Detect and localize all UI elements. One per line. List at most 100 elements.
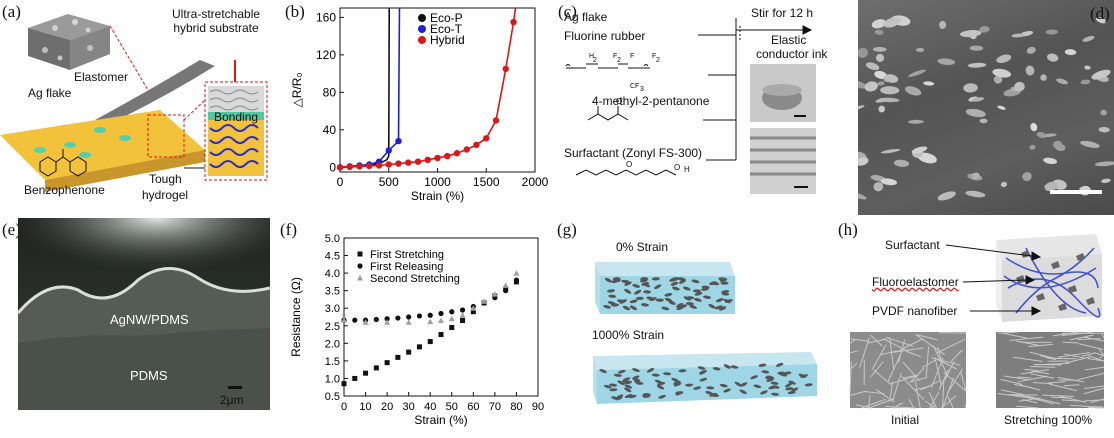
fiber — [1088, 407, 1104, 408]
data-point — [395, 315, 400, 320]
x-tick-label: 70 — [489, 401, 501, 413]
data-point — [438, 311, 443, 316]
micrograph-stretched — [996, 332, 1104, 408]
data-point — [427, 319, 433, 325]
y-tick-label: 2.5 — [325, 321, 340, 333]
data-point — [513, 270, 519, 276]
data-point — [395, 160, 401, 166]
ag-flake — [865, 61, 880, 72]
ag-flake — [965, 190, 986, 199]
ag-flake — [965, 107, 986, 118]
x-tick-label: 60 — [467, 401, 479, 413]
ag-flake — [968, 62, 987, 68]
ag-flake — [908, 120, 924, 124]
data-point — [352, 376, 357, 381]
strain-blocks — [555, 218, 845, 433]
x-tick-label: 500 — [379, 175, 399, 189]
ag-flake — [864, 80, 879, 93]
ag-flake — [1101, 178, 1111, 184]
svg-text:2: 2 — [656, 57, 660, 64]
y-tick-label: 0 — [329, 160, 336, 174]
data-point — [386, 147, 392, 153]
x-tick-label: 50 — [446, 401, 458, 413]
data-point — [406, 350, 411, 355]
ag-flake — [939, 21, 946, 29]
panel-e: (e) AgNW/PDMS PDMS 2μm — [0, 218, 272, 433]
initial-label: Initial — [891, 413, 919, 427]
data-point — [337, 164, 343, 170]
legend-marker — [418, 36, 426, 44]
panel-h: (h) Surfactant Fl — [836, 218, 1114, 433]
data-point — [464, 146, 470, 152]
legend-label: Second Stretching — [370, 273, 460, 285]
data-point — [406, 314, 411, 319]
panel-label: (b) — [285, 2, 305, 22]
sem-ag-flake-image — [858, 0, 1114, 215]
data-point — [449, 309, 454, 314]
ag-flake — [904, 84, 923, 97]
ag-flake — [937, 190, 957, 203]
data-point — [444, 153, 450, 159]
ag-flake-label: Ag flake — [28, 86, 71, 100]
data-point — [385, 360, 390, 365]
x-tick-label: 10 — [359, 401, 371, 413]
ag-flake — [1021, 171, 1033, 182]
ag-flake — [1084, 65, 1091, 70]
data-point — [363, 371, 368, 376]
ag-flake — [970, 45, 984, 50]
y-tick-label: 1.5 — [325, 356, 340, 368]
ag-flake — [1026, 46, 1037, 55]
data-point — [438, 318, 444, 324]
data-point — [449, 325, 454, 330]
top-layer-label: AgNW/PDMS — [110, 312, 189, 327]
svg-text:O: O — [616, 97, 622, 106]
panel-label: (a) — [2, 2, 21, 22]
svg-text:H: H — [684, 165, 690, 174]
svg-text:2: 2 — [593, 57, 597, 64]
panel-a: (a) — [0, 0, 280, 215]
data-point — [460, 307, 465, 312]
series-line-hybrid — [340, 8, 516, 167]
x-tick-label: 40 — [424, 401, 436, 413]
svg-text:CF: CF — [630, 83, 639, 90]
data-point — [342, 381, 347, 386]
ag-flake — [1036, 131, 1047, 139]
data-point — [374, 365, 379, 370]
data-point — [417, 313, 422, 318]
fluoroelastomer-label: Fluoroelastomer — [872, 275, 959, 289]
ag-flake — [875, 53, 885, 63]
ag-flake — [960, 29, 982, 37]
y-axis-label: △R/R₀ — [290, 73, 304, 108]
ag-flake — [858, 104, 865, 111]
legend-label: First Releasing — [370, 261, 443, 273]
tough-label: Tough — [149, 172, 182, 186]
data-point — [425, 157, 431, 163]
stretching-label: Stretching 100% — [1004, 413, 1092, 427]
x-tick-label: 90 — [532, 401, 544, 413]
benzophenone-label: Benzophenone — [24, 183, 105, 197]
ag-flake — [980, 119, 988, 124]
surfactant-label: Surfactant — [885, 238, 940, 252]
ag-flake — [1082, 35, 1095, 43]
svg-text:2: 2 — [617, 57, 621, 64]
sem-flakes — [858, 0, 1114, 215]
ag-flake — [881, 148, 901, 154]
ag-flake — [1046, 29, 1059, 34]
ag-flake — [1046, 52, 1059, 62]
data-point — [510, 19, 516, 25]
y-tick-label: 40 — [323, 123, 337, 137]
series-line-eco-t — [340, 8, 399, 167]
ag-flake — [1080, 79, 1090, 85]
data-point — [473, 142, 479, 148]
ag-flake — [1029, 122, 1038, 132]
x-tick-label: 0 — [337, 175, 344, 189]
ag-flake — [997, 105, 1006, 111]
scale-bar — [1050, 190, 1102, 194]
data-point — [417, 344, 422, 349]
fiber-composite-diagram — [836, 218, 1114, 433]
ag-flake — [880, 86, 899, 95]
y-tick-label: 80 — [323, 85, 337, 99]
bonding-label: Bonding — [214, 110, 258, 124]
